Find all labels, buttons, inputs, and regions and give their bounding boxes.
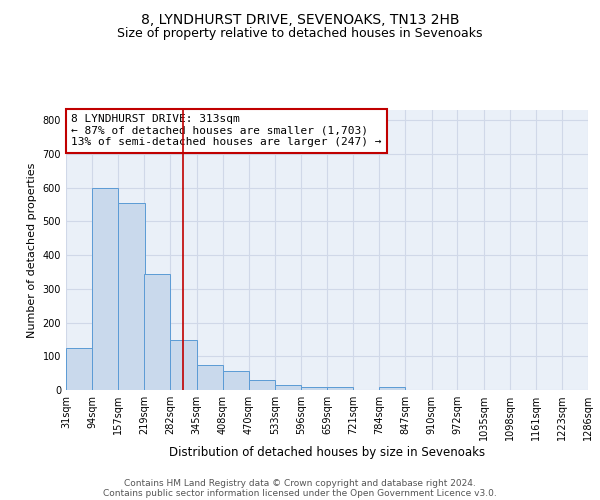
Bar [92,188,118,390]
Bar [327,388,353,390]
Bar [248,380,275,390]
Y-axis label: Number of detached properties: Number of detached properties [27,162,37,338]
Text: 8, LYNDHURST DRIVE, SEVENOAKS, TN13 2HB: 8, LYNDHURST DRIVE, SEVENOAKS, TN13 2HB [141,12,459,26]
Bar [197,364,223,390]
Bar [379,388,406,390]
Bar [66,348,92,390]
Text: Contains HM Land Registry data © Crown copyright and database right 2024.: Contains HM Land Registry data © Crown c… [124,478,476,488]
Text: Size of property relative to detached houses in Sevenoaks: Size of property relative to detached ho… [117,28,483,40]
Bar [118,203,145,390]
Bar [144,274,170,390]
X-axis label: Distribution of detached houses by size in Sevenoaks: Distribution of detached houses by size … [169,446,485,459]
Text: Contains public sector information licensed under the Open Government Licence v3: Contains public sector information licen… [103,488,497,498]
Bar [170,340,197,390]
Bar [223,372,249,390]
Text: 8 LYNDHURST DRIVE: 313sqm
← 87% of detached houses are smaller (1,703)
13% of se: 8 LYNDHURST DRIVE: 313sqm ← 87% of detac… [71,114,382,148]
Bar [301,386,327,390]
Bar [275,385,301,390]
